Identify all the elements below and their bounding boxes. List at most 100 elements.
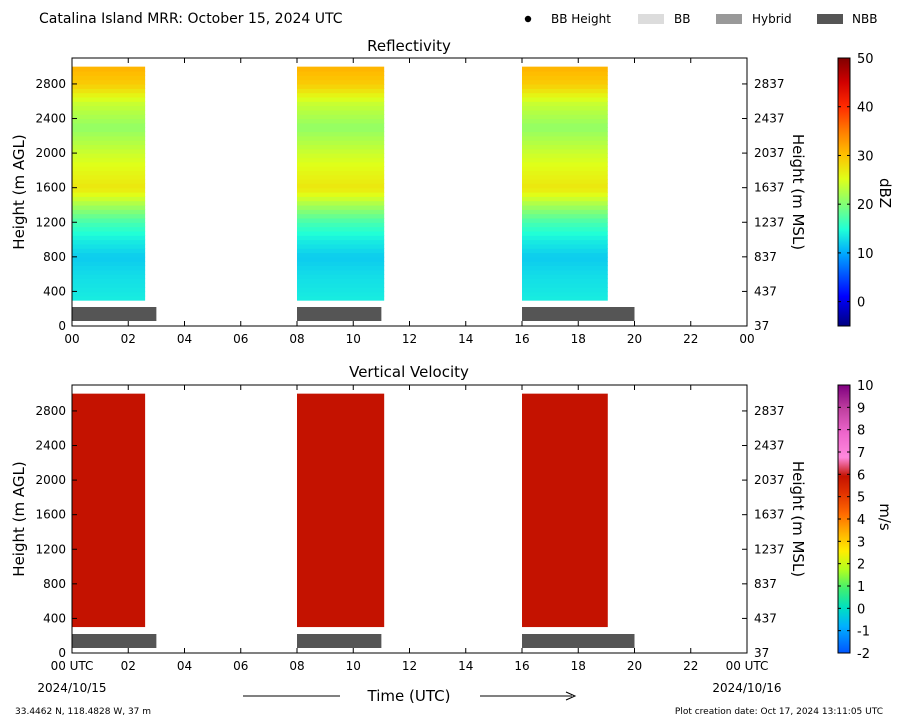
time-axis-label-group: Time (UTC) [243,687,577,705]
y-tick-label-right: 2437 [754,112,785,126]
reflectivity-cell [72,127,146,133]
x-tick-label: 16 [514,332,529,346]
reflectivity-cell [72,174,146,180]
reflectivity-cell [297,83,385,89]
reflectivity-cell [522,75,608,81]
reflectivity-cell [72,239,146,245]
reflectivity-cell [297,105,385,111]
reflectivity-cell [72,209,146,215]
x-tick-label: 20 [627,659,642,673]
reflectivity-cell [522,252,608,258]
reflectivity-cell [522,83,608,89]
reflectivity-cell [522,239,608,245]
colorbar-tick-label: 0 [857,602,865,617]
reflectivity-cell [522,140,608,146]
location-text: 33.4462 N, 118.4828 W, 37 m [15,707,151,717]
reflectivity-cell [297,230,385,236]
reflectivity-cell [72,183,146,189]
x-tick-label: 18 [571,332,586,346]
reflectivity-cell [72,291,146,297]
reflectivity-colorbar-ticks: 0 10 20 30 40 50 [838,52,874,311]
reflectivity-cell [522,161,608,167]
y-tick-label-right: 2837 [754,77,785,91]
reflectivity-cell [297,282,385,288]
reflectivity-cell [72,109,146,115]
velocity-y-label-left: Height (m AGL) [10,461,28,576]
reflectivity-cell [522,122,608,128]
legend-hybrid-marker [716,14,742,24]
reflectivity-colorbar-label: dBZ [876,178,894,208]
reflectivity-y-label-right: Height (m MSL) [789,134,807,250]
x-tick-label: 12 [402,659,417,673]
y-tick-label-right: 437 [754,284,777,298]
y-tick-label-right: 2037 [754,473,785,487]
reflectivity-cell [522,101,608,107]
velocity-y-label-right: Height (m MSL) [789,461,807,577]
reflectivity-cell [297,287,385,293]
velocity-colorbar-ticks: -2 -1 0 1 2 3 4 5 6 7 8 9 10 [838,379,874,662]
reflectivity-cell [522,179,608,184]
reflectivity-cell [297,226,385,232]
y-tick-label-right: 1637 [754,508,785,522]
reflectivity-cell [522,295,608,301]
reflectivity-cell [297,70,385,76]
reflectivity-cell [522,79,608,85]
reflectivity-cell [522,127,608,133]
colorbar-tick-label: 7 [857,446,865,461]
reflectivity-cell [72,282,146,288]
reflectivity-cell [522,230,608,236]
start-date-label: 2024/10/15 [37,681,106,695]
reflectivity-cell [72,269,146,275]
reflectivity-cell [72,131,146,137]
reflectivity-cell [522,66,608,72]
y-tick-label: 2400 [35,112,66,126]
reflectivity-cell [72,287,146,293]
reflectivity-cell [297,131,385,137]
colorbar-tick-label: 5 [857,491,865,506]
x-tick-label: 14 [458,332,473,346]
y-tick-label-right: 437 [754,611,777,625]
x-tick-label: 00 UTC [726,659,769,673]
y-tick-label: 0 [58,646,66,660]
reflectivity-cell [72,243,146,249]
reflectivity-cell [522,70,608,76]
reflectivity-cell [522,222,608,228]
reflectivity-cell [72,166,146,171]
reflectivity-cell [297,204,385,210]
reflectivity-cell [297,243,385,249]
reflectivity-cell [297,170,385,176]
reflectivity-cell [297,269,385,275]
y-tick-label-right: 37 [754,319,769,333]
reflectivity-cell [522,291,608,297]
arrow-head-icon [565,691,577,701]
reflectivity-cell [297,127,385,133]
nbb-bar [297,307,382,321]
y-tick-label-right: 1637 [754,181,785,195]
x-tick-label: 08 [289,659,304,673]
reflectivity-cell [522,170,608,176]
colorbar-tick-label: 0 [857,296,865,311]
y-tick-label: 2800 [35,404,66,418]
velocity-colorbar-label: m/s [876,503,894,531]
nbb-bar [297,634,382,648]
velocity-title: Vertical Velocity [349,363,469,381]
reflectivity-cell [72,96,146,102]
reflectivity-cell [297,278,385,284]
y-tick-label: 800 [43,577,66,591]
reflectivity-cell [72,153,146,159]
velocity-block [522,393,608,628]
reflectivity-cell [522,217,608,223]
y-tick-label: 0 [58,319,66,333]
reflectivity-cell [522,92,608,98]
colorbar-tick-label: -2 [857,647,870,662]
reflectivity-cell [297,135,385,141]
reflectivity-cell [72,295,146,301]
reflectivity-cell [522,243,608,249]
reflectivity-axes-frame [71,57,748,327]
y-tick-label: 400 [43,611,66,625]
reflectivity-cell [297,122,385,128]
x-tick-label: 00 [64,332,79,346]
colorbar-tick-label: 3 [857,535,865,550]
